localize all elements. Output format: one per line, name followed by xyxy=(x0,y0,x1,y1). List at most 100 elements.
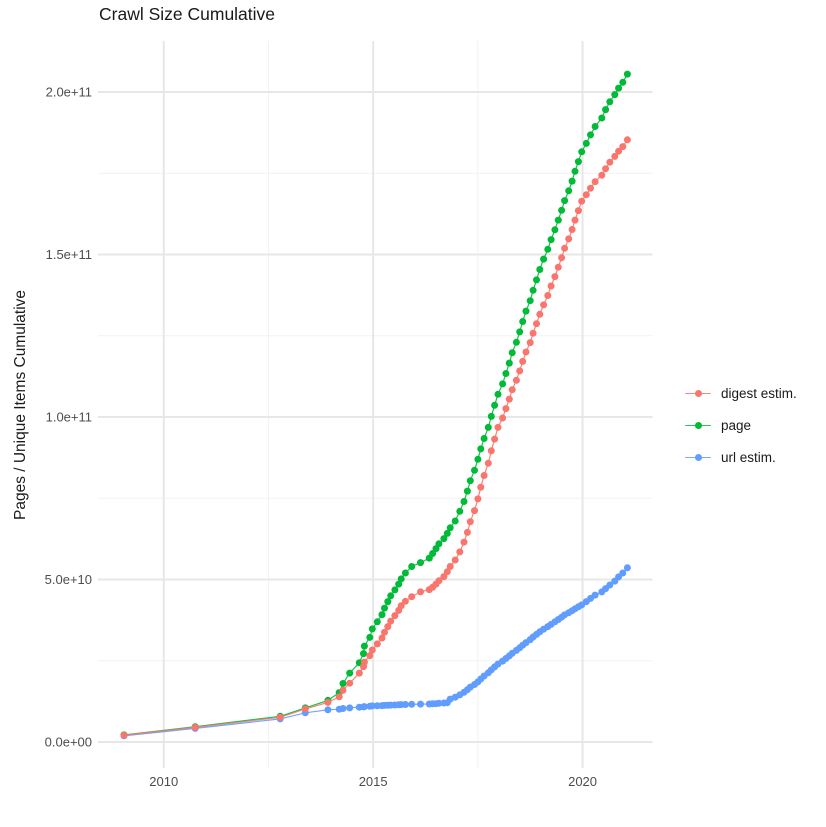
data-point xyxy=(554,263,562,271)
y-tick-label: 1.5e+11 xyxy=(46,247,92,262)
data-point xyxy=(366,652,374,660)
x-tick-label: 2015 xyxy=(359,774,388,789)
data-point xyxy=(533,320,540,328)
data-point xyxy=(360,642,368,650)
data-point xyxy=(381,628,388,636)
x-tick-label: 2020 xyxy=(568,774,597,789)
data-point xyxy=(408,563,416,570)
data-point xyxy=(508,386,516,394)
data-point xyxy=(547,236,555,244)
data-point xyxy=(451,517,459,525)
legend-item-digest-estim: digest estim. xyxy=(684,377,797,409)
data-point xyxy=(446,524,454,532)
data-point xyxy=(417,588,424,596)
data-point xyxy=(587,131,594,139)
data-point xyxy=(456,507,464,515)
data-point xyxy=(339,680,347,687)
data-point xyxy=(391,586,399,594)
data-point xyxy=(561,244,569,252)
x-tick-label: 2010 xyxy=(149,774,178,789)
data-point xyxy=(474,495,482,503)
data-point xyxy=(471,466,478,474)
data-point xyxy=(611,152,619,160)
data-point xyxy=(582,139,590,147)
legend-item-url-estim: url estim. xyxy=(684,441,797,473)
data-point xyxy=(516,367,524,375)
data-point xyxy=(611,91,619,99)
data-point xyxy=(368,702,376,710)
data-point xyxy=(120,731,128,739)
series-url-estim xyxy=(120,564,631,740)
data-point xyxy=(615,147,623,155)
data-point xyxy=(324,698,332,706)
data-point xyxy=(582,191,590,199)
data-point xyxy=(301,705,309,713)
data-point xyxy=(373,618,381,626)
data-point xyxy=(451,556,459,564)
data-point xyxy=(387,617,395,625)
data-point xyxy=(355,669,363,677)
data-point xyxy=(578,148,586,156)
data-point xyxy=(526,297,534,305)
data-point xyxy=(505,359,513,367)
series-line xyxy=(123,567,628,737)
data-point xyxy=(487,447,495,455)
data-point xyxy=(335,693,343,701)
data-point xyxy=(397,575,405,583)
data-point xyxy=(368,646,376,654)
data-point xyxy=(565,187,573,195)
legend: digest estim. page url estim. xyxy=(684,377,797,473)
data-point xyxy=(623,70,631,78)
data-point xyxy=(508,349,516,357)
data-point xyxy=(529,329,537,337)
legend-item-page: page xyxy=(684,409,797,441)
data-point xyxy=(395,580,403,588)
data-point xyxy=(499,414,507,422)
data-point xyxy=(551,273,559,281)
data-point xyxy=(512,338,520,346)
data-point xyxy=(360,650,367,658)
data-point xyxy=(381,604,388,612)
y-tick-label: 2.0e+11 xyxy=(46,85,92,100)
data-point xyxy=(547,282,555,290)
data-point xyxy=(401,701,409,708)
data-point xyxy=(456,548,464,556)
data-point xyxy=(477,445,485,453)
data-point xyxy=(494,423,502,431)
data-point xyxy=(417,559,424,567)
data-point xyxy=(619,78,627,86)
y-tick-label: 5.0e+10 xyxy=(45,572,92,587)
data-point xyxy=(591,123,599,130)
data-point xyxy=(571,167,579,175)
data-point xyxy=(401,569,409,577)
data-point xyxy=(602,106,610,114)
data-point xyxy=(460,538,468,546)
data-point xyxy=(440,573,448,581)
data-point xyxy=(484,423,492,431)
y-tick-label: 1.0e+11 xyxy=(46,410,92,425)
data-point xyxy=(339,705,347,712)
data-point xyxy=(446,563,454,570)
data-point xyxy=(346,669,354,677)
data-point xyxy=(435,577,443,585)
data-point xyxy=(491,435,499,443)
data-point xyxy=(554,216,562,224)
data-point xyxy=(606,581,614,589)
data-point xyxy=(191,723,199,731)
data-point xyxy=(558,206,566,214)
data-point xyxy=(401,597,409,605)
data-point xyxy=(606,158,614,166)
data-point xyxy=(466,477,474,485)
data-point xyxy=(477,483,485,491)
data-point xyxy=(417,700,424,708)
data-point xyxy=(435,540,443,548)
data-point xyxy=(391,612,399,620)
data-point xyxy=(443,529,451,537)
data-point xyxy=(435,699,443,707)
data-point xyxy=(491,401,499,409)
data-point xyxy=(408,700,416,708)
data-point xyxy=(471,507,478,515)
data-point xyxy=(360,658,368,666)
data-point xyxy=(540,301,548,309)
data-point xyxy=(591,591,599,599)
